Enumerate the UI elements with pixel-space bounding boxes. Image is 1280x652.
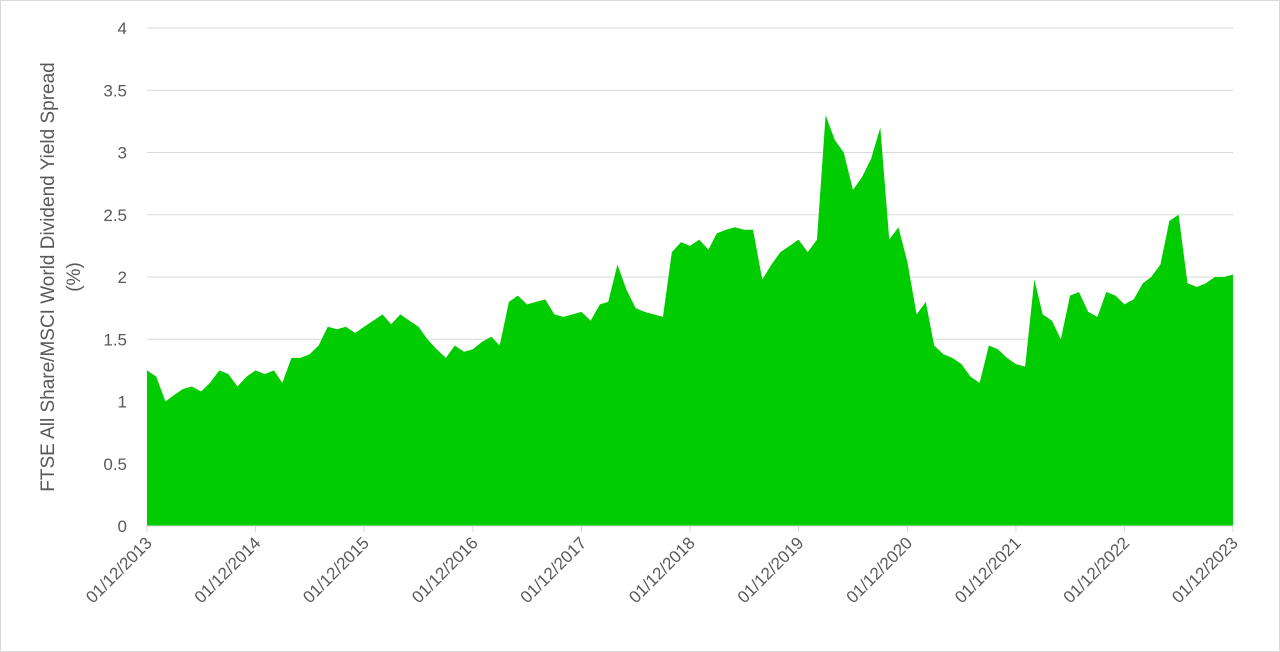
y-tick-label: 2 (118, 268, 127, 287)
area (147, 115, 1233, 527)
y-axis-label: (%) (64, 262, 85, 292)
y-tick-label: 4 (118, 19, 127, 38)
y-tick-label: 2.5 (103, 206, 127, 225)
y-tick-label: 1.5 (103, 330, 127, 349)
y-tick-label: 0 (118, 517, 127, 536)
y-tick-label: 1 (118, 393, 127, 412)
y-tick-label: 3 (118, 144, 127, 163)
y-tick-label: 3.5 (103, 81, 127, 100)
y-axis-label: FTSE All Share/MSCI World Dividend Yield… (38, 62, 59, 491)
y-tick-label: 0.5 (103, 455, 127, 474)
